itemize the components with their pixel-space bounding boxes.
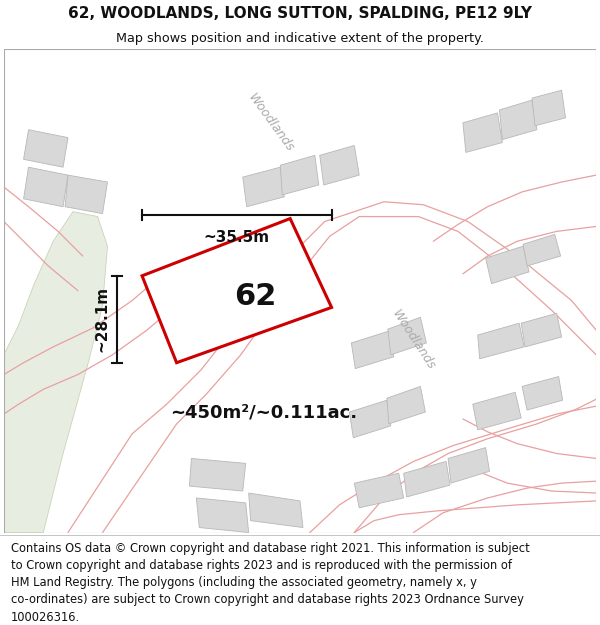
Polygon shape [190,459,246,491]
Text: 62, WOODLANDS, LONG SUTTON, SPALDING, PE12 9LY: 62, WOODLANDS, LONG SUTTON, SPALDING, PE… [68,6,532,21]
Polygon shape [523,234,560,266]
Polygon shape [248,493,303,528]
Polygon shape [280,156,319,195]
Polygon shape [404,461,450,497]
Polygon shape [243,168,284,207]
Polygon shape [65,175,107,214]
Polygon shape [349,400,391,437]
Text: Woodlands: Woodlands [245,91,296,154]
Polygon shape [23,130,68,168]
Text: Contains OS data © Crown copyright and database right 2021. This information is : Contains OS data © Crown copyright and d… [11,542,530,624]
Polygon shape [352,331,394,369]
Polygon shape [448,448,490,483]
Polygon shape [478,323,524,359]
Polygon shape [196,498,248,532]
Text: ~450m²/~0.111ac.: ~450m²/~0.111ac. [170,403,357,421]
Text: Map shows position and indicative extent of the property.: Map shows position and indicative extent… [116,31,484,44]
Polygon shape [473,392,521,430]
Polygon shape [387,386,425,424]
Polygon shape [320,146,359,185]
Text: ~28.1m: ~28.1m [94,286,109,352]
Polygon shape [485,246,529,284]
Polygon shape [521,313,562,347]
Text: 62: 62 [233,281,276,311]
Polygon shape [532,90,566,126]
Polygon shape [354,473,404,508]
Text: Woodlands: Woodlands [389,308,438,372]
Polygon shape [522,376,563,410]
Polygon shape [499,100,537,139]
Polygon shape [388,318,427,355]
Polygon shape [463,113,502,152]
Polygon shape [142,219,332,362]
Polygon shape [4,212,107,532]
Polygon shape [23,168,68,207]
Text: ~35.5m: ~35.5m [204,231,270,246]
